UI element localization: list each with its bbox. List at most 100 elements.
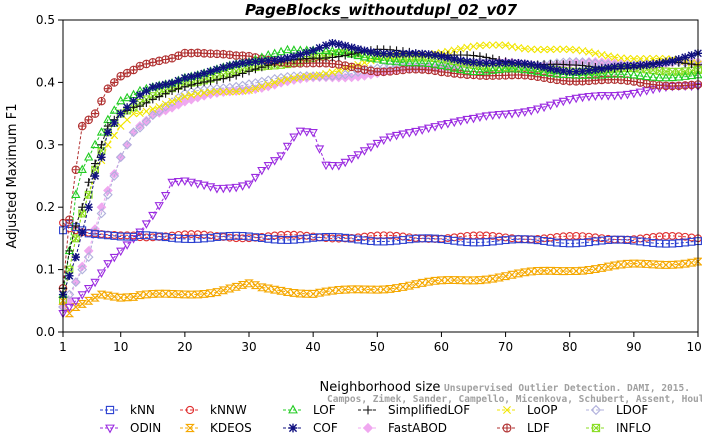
marker-asterisk — [348, 43, 356, 51]
marker-hourglass — [464, 277, 471, 284]
marker-asterisk — [367, 48, 375, 56]
legend-label: LoOP — [527, 403, 558, 417]
legend-label: ODIN — [130, 421, 161, 434]
marker-asterisk — [123, 103, 131, 111]
marker-hourglass — [618, 261, 625, 268]
legend-label: INFLO — [616, 421, 651, 434]
marker-asterisk — [360, 47, 368, 55]
x-tick-label: 80 — [562, 340, 577, 354]
marker-asterisk — [97, 153, 105, 161]
marker-asterisk — [213, 65, 221, 73]
marker-triangle-down — [502, 111, 509, 118]
marker-hourglass — [226, 285, 233, 292]
legend-label: LDF — [527, 421, 550, 434]
marker-asterisk — [425, 50, 433, 58]
marker-asterisk — [117, 110, 125, 118]
marker-asterisk — [553, 66, 561, 74]
marker-triangle-down — [232, 184, 239, 191]
marker-hourglass — [188, 291, 195, 298]
chart-title: PageBlocks_withoutdupl_02_v07 — [245, 1, 518, 19]
legend-entry-knn: kNN — [100, 403, 155, 417]
marker-x — [598, 51, 605, 58]
marker-hourglass — [335, 287, 342, 294]
marker-asterisk — [341, 42, 349, 50]
marker-plus — [85, 178, 93, 186]
marker-hourglass — [162, 290, 169, 297]
marker-x — [489, 42, 496, 49]
marker-triangle — [271, 50, 278, 57]
marker-asterisk — [662, 58, 670, 66]
marker-triangle-down — [335, 163, 342, 170]
marker-triangle-down — [560, 98, 567, 105]
marker-x — [553, 46, 560, 53]
marker-triangle-down — [540, 104, 547, 111]
marker-triangle-down — [476, 114, 483, 121]
marker-asterisk — [444, 54, 452, 62]
marker-triangle-down — [438, 122, 445, 129]
marker-hourglass — [85, 297, 92, 304]
marker-asterisk — [78, 228, 86, 236]
marker-hourglass — [444, 277, 451, 284]
marker-triangle-down — [604, 93, 611, 100]
marker-hourglass — [92, 294, 99, 301]
marker-triangle-down — [579, 94, 586, 101]
marker-hourglass — [573, 268, 580, 275]
marker-diamond-filled — [129, 128, 137, 136]
marker-triangle-down — [393, 132, 400, 139]
marker-hourglass — [233, 283, 240, 290]
marker-asterisk — [194, 71, 202, 79]
marker-triangle — [284, 46, 291, 53]
marker-hourglass — [553, 268, 560, 275]
series-odin — [59, 83, 701, 317]
x-tick-label: 90 — [626, 340, 641, 354]
marker-asterisk — [585, 66, 593, 74]
marker-triangle-down — [495, 112, 502, 119]
marker-hourglass — [528, 268, 535, 275]
marker-triangle-down — [155, 203, 162, 210]
legend-entry-fastabod: FastABOD — [358, 421, 447, 434]
marker-x — [470, 43, 477, 50]
marker-asterisk — [591, 66, 599, 74]
marker-asterisk — [303, 49, 311, 57]
marker-triangle-down — [457, 118, 464, 125]
marker-asterisk — [450, 55, 458, 63]
y-axis-label: Adjusted Maximum F1 — [5, 104, 20, 249]
legend-entry-knnw: kNNW — [180, 403, 247, 417]
marker-asterisk — [91, 172, 99, 180]
marker-asterisk — [521, 60, 529, 68]
x-tick-label: 1 — [59, 340, 67, 354]
marker-x — [579, 47, 586, 54]
legend-label: SimplifiedLOF — [388, 403, 470, 417]
marker-asterisk — [437, 52, 445, 60]
marker-hourglass — [380, 286, 387, 293]
marker-asterisk — [534, 62, 542, 70]
x-axis-label: Neighborhood size — [320, 380, 441, 395]
x-tick-label: 10 — [113, 340, 128, 354]
marker-hourglass — [291, 290, 298, 297]
marker-asterisk — [155, 82, 163, 90]
marker-hourglass — [329, 287, 336, 294]
marker-x — [534, 46, 541, 53]
marker-hourglass — [663, 262, 670, 269]
y-tick-label: 0.2 — [36, 200, 55, 214]
marker-hourglass — [637, 260, 644, 267]
marker-asterisk — [277, 55, 285, 63]
y-axis: 0.00.10.20.30.40.5 — [36, 13, 63, 339]
marker-asterisk — [142, 87, 150, 95]
marker-asterisk — [85, 203, 93, 211]
marker-x — [560, 46, 567, 53]
chart: PageBlocks_withoutdupl_02_v07 1 10 20 30 40 5… — [0, 0, 702, 434]
marker-triangle-down — [213, 186, 220, 193]
y-tick-label: 0.4 — [36, 75, 55, 89]
plot-area — [59, 39, 702, 317]
x-tick-label: 30 — [241, 340, 256, 354]
marker-hourglass — [252, 282, 259, 289]
marker-asterisk — [675, 55, 683, 63]
x-tick-label: 50 — [370, 340, 385, 354]
marker-asterisk — [181, 74, 189, 82]
marker-asterisk — [598, 65, 606, 73]
marker-asterisk — [457, 56, 465, 64]
marker-triangle-down — [277, 153, 284, 160]
marker-asterisk — [289, 424, 298, 433]
x-tick-label: 60 — [434, 340, 449, 354]
